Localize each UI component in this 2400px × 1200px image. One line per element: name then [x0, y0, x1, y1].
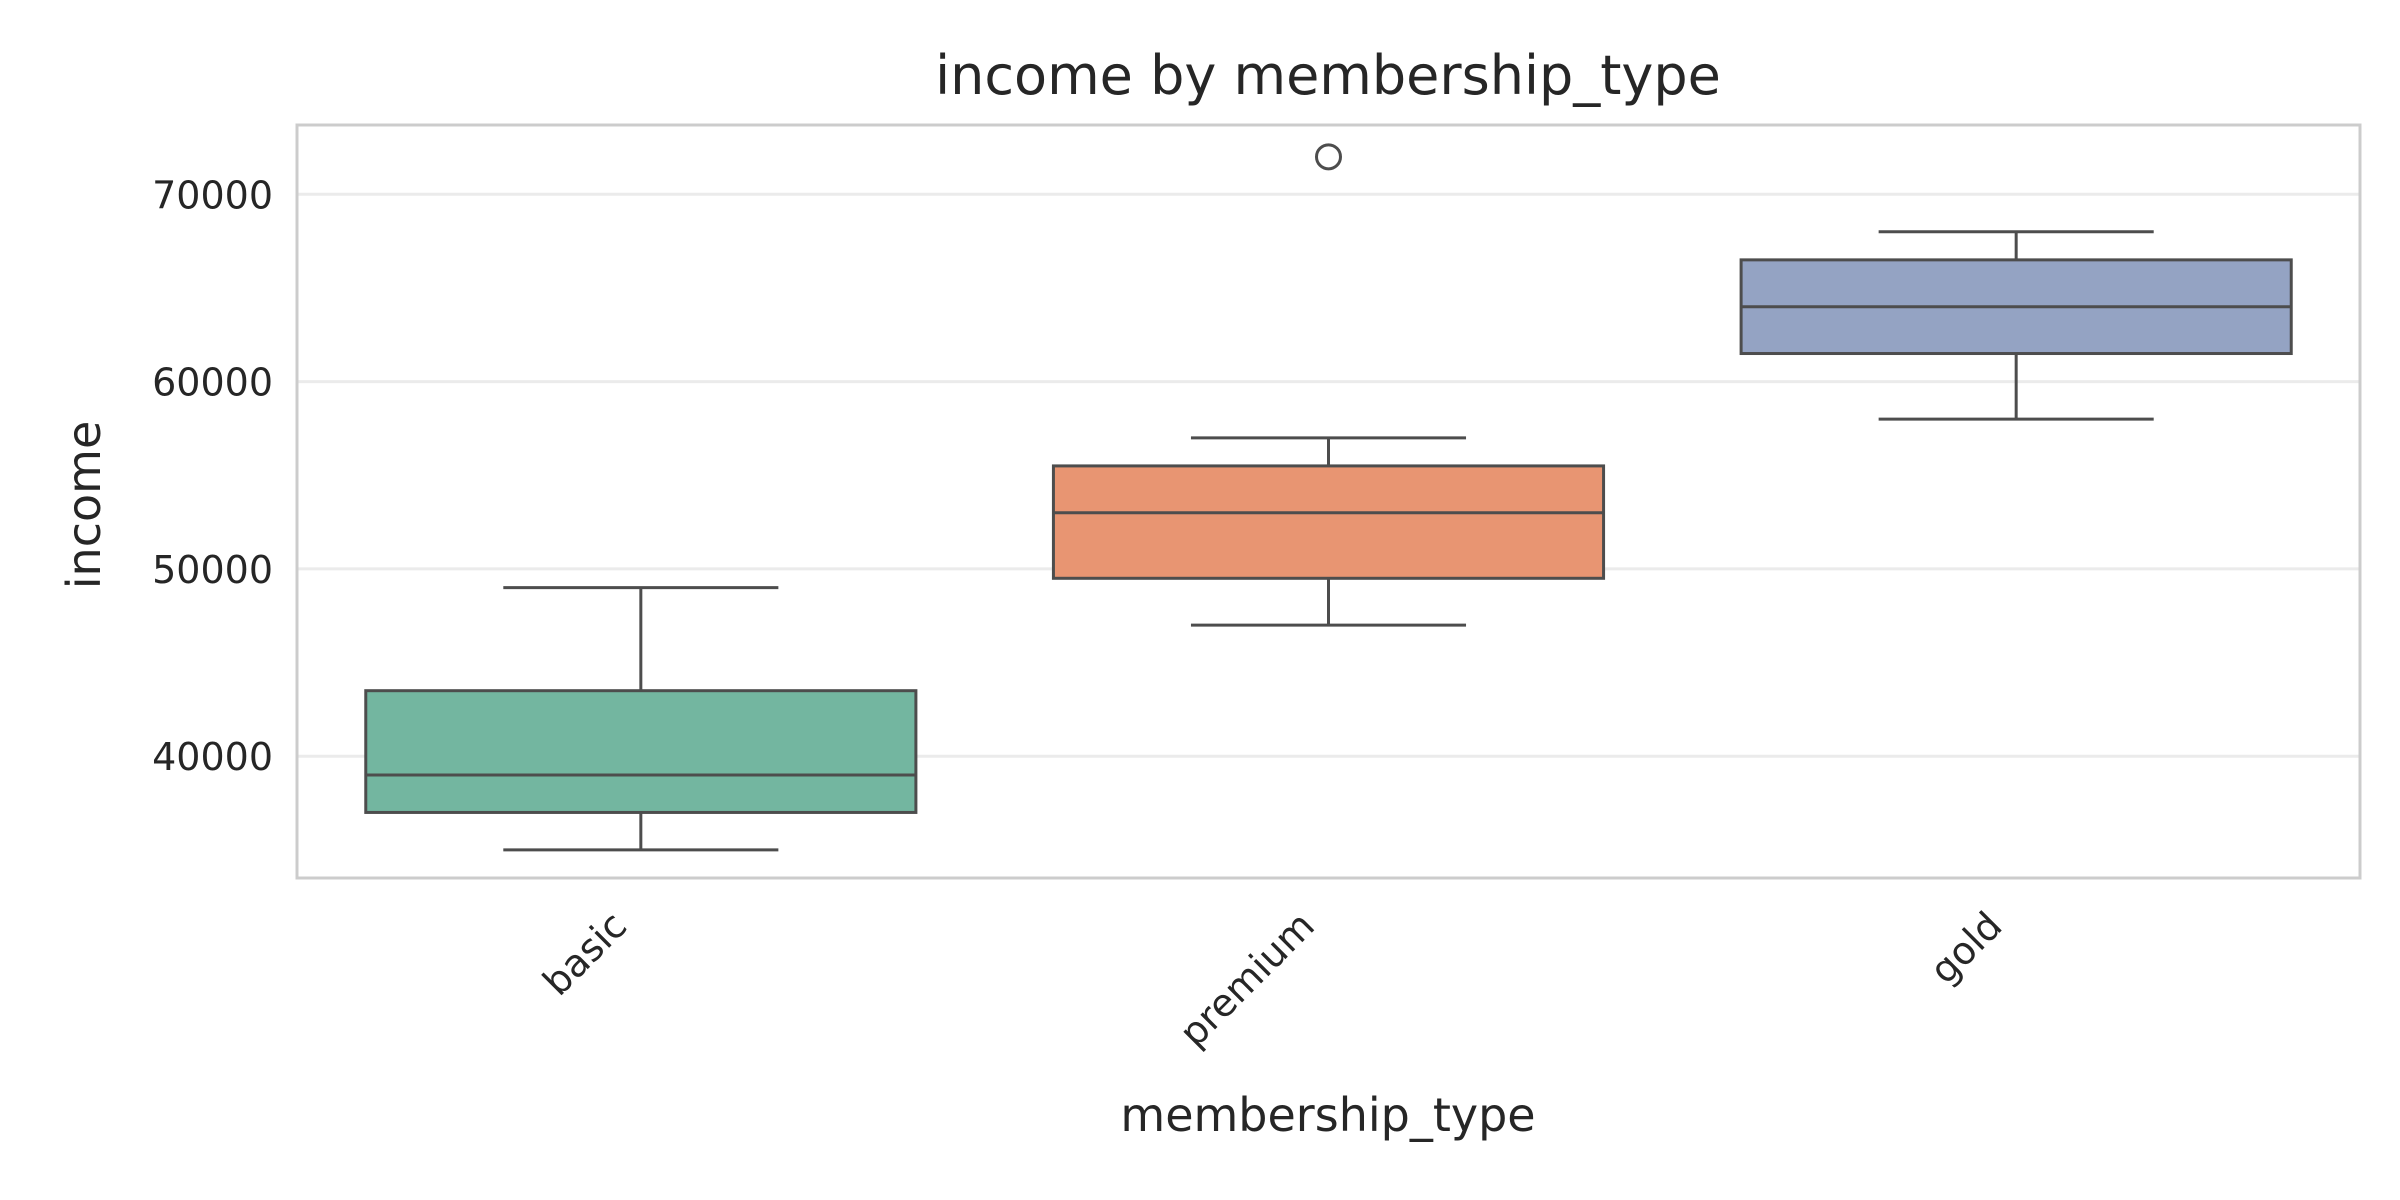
- outlier-point: [1315, 143, 1342, 171]
- y-tick-label: 70000: [152, 173, 273, 217]
- y-tick-label: 40000: [152, 735, 273, 779]
- plot-frame: [295, 123, 2362, 880]
- x-tick-label: basic: [534, 903, 635, 1004]
- box-premium: [1051, 143, 1606, 627]
- chart-title: income by membership_type: [935, 44, 1721, 107]
- x-tick-labels: basic premium gold: [534, 903, 2010, 1055]
- box-body: [1051, 464, 1606, 580]
- x-tick-label: gold: [1921, 903, 2010, 992]
- y-tick-labels: 40000 50000 60000 70000: [152, 173, 273, 779]
- box-basic: [364, 586, 918, 852]
- grid-layer: [297, 192, 2360, 758]
- box-gold: [1739, 230, 2293, 421]
- x-axis-label: membership_type: [1120, 1088, 1535, 1142]
- y-tick-label: 60000: [152, 361, 273, 405]
- y-axis-label: income: [57, 421, 111, 589]
- box-layer: [364, 143, 2293, 852]
- box-body: [364, 689, 918, 814]
- y-tick-label: 50000: [152, 548, 273, 592]
- x-tick-label: premium: [1171, 903, 1323, 1055]
